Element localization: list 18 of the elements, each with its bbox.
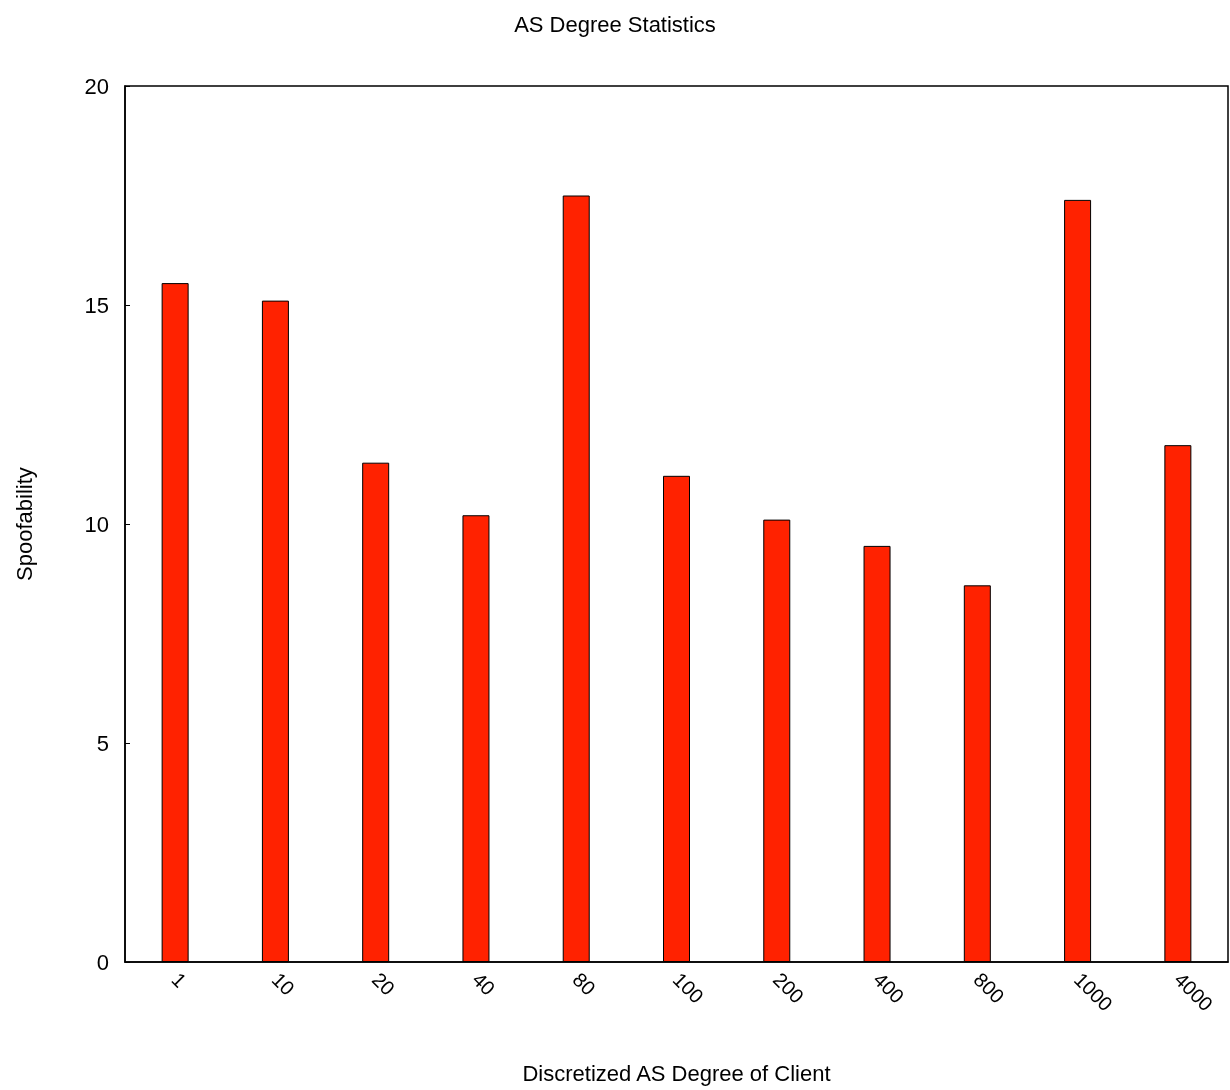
y-tick-label: 15: [84, 292, 109, 318]
x-tick-label: 80: [568, 968, 600, 1000]
x-tick-label: 200: [768, 968, 809, 1008]
x-tick-label: 400: [869, 968, 909, 1008]
y-axis-title: Spoofability: [11, 467, 37, 581]
x-axis-title: Discretized AS Degree of Client: [522, 1060, 831, 1086]
x-tick-label: 1: [167, 968, 191, 992]
chart-title: AS Degree Statistics: [514, 11, 716, 37]
x-tick-label: 40: [468, 968, 500, 1000]
x-tick-label: 100: [668, 968, 708, 1008]
x-tick-label: 800: [969, 968, 1009, 1008]
y-tick-label: 10: [84, 511, 109, 537]
y-tick-label: 20: [84, 73, 109, 99]
x-tick-label: 20: [367, 968, 400, 1000]
y-tick-label: 0: [96, 949, 109, 975]
y-tick-label: 5: [96, 730, 109, 756]
x-tick-label: 10: [267, 968, 299, 1000]
x-tick-label: 4000: [1170, 968, 1218, 1016]
